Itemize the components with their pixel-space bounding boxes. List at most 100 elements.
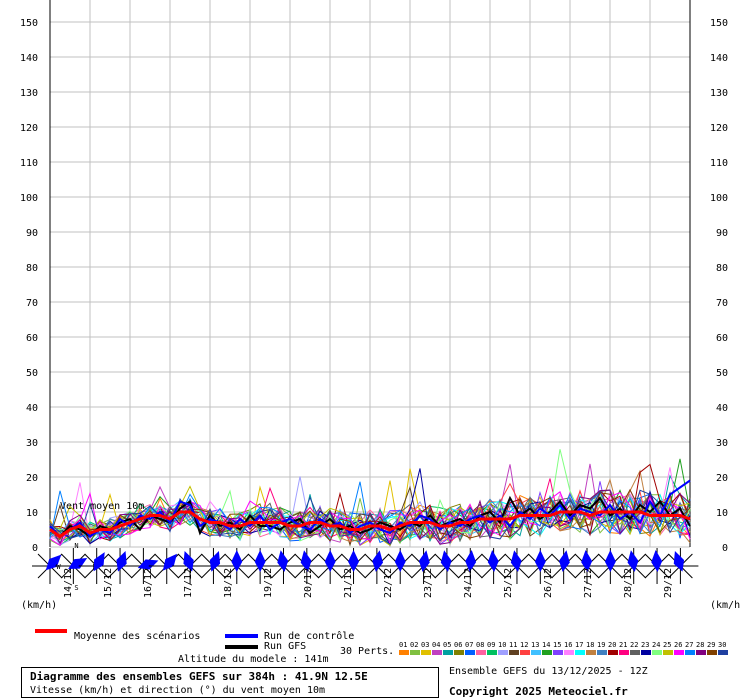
y-tick-label-left: 30 [26,438,38,449]
y-tick-label-left: 90 [26,228,38,239]
pert-id-10: 10 [498,641,506,649]
pert-id-09: 09 [487,641,495,649]
pert-swatch-14 [542,650,552,655]
wind-rose-19 [475,548,512,584]
wind-direction-arrow [45,554,62,571]
y-tick-label-left: 40 [26,403,38,414]
x-tick-label: 27/12 [583,568,594,598]
wind-rose-24 [592,548,629,584]
wind-direction-arrow [440,550,452,572]
pert-id-14: 14 [542,641,550,649]
wind-rose-27 [662,548,699,584]
wind-rose-16 [405,548,442,584]
wind-direction-arrow [162,553,178,571]
pert-id-07: 07 [465,641,473,649]
legend-gfs-swatch [225,645,258,649]
y-tick-label-right: 90 [716,228,728,239]
wind-rose-9 [242,548,279,584]
y-unit-right: (km/h) [710,600,740,611]
pert-swatch-02 [410,650,420,655]
x-tick-label: 16/12 [143,568,154,598]
pert-swatch-21 [619,650,629,655]
pert-swatch-29 [707,650,717,655]
y-tick-label-right: 10 [716,508,728,519]
wind-direction-arrow [510,550,522,572]
vent-moyen-label: Vent moyen 10m [60,501,144,512]
legend-control-swatch [225,634,258,638]
main-series [49,479,691,539]
wind-direction-arrow [627,550,639,572]
pert-swatch-11 [509,650,519,655]
chart-title-box: Diagramme des ensembles GEFS sur 384h : … [21,667,439,698]
pert-id-18: 18 [586,641,594,649]
y-tick-label-right: 120 [710,123,728,134]
pert-swatch-28 [696,650,706,655]
pert-id-24: 24 [652,641,660,649]
y-tick-label-right: 80 [716,263,728,274]
pert-id-19: 19 [597,641,605,649]
chart-grid [49,0,691,548]
wind-direction-arrow [487,550,499,572]
pert-id-29: 29 [707,641,715,649]
x-tick-label: 24/12 [463,568,474,598]
wind-direction-arrow [209,550,221,572]
x-tick-label: 14/12 [63,568,74,598]
pert-id-05: 05 [443,641,451,649]
pert-id-03: 03 [421,641,429,649]
wind-direction-arrow [651,550,663,572]
wind-direction-arrow [465,550,477,572]
pert-id-20: 20 [608,641,616,649]
pert-swatch-23 [641,650,651,655]
y-tick-label-left: 70 [26,298,38,309]
chart-title: Diagramme des ensembles GEFS sur 384h : … [30,670,368,683]
mean-line [49,510,691,539]
pert-swatch-24 [652,650,662,655]
wind-direction-arrow [93,552,105,572]
x-tick-label: 20/12 [303,568,314,598]
compass-s-label: S [74,584,78,592]
x-tick-label: 17/12 [183,568,194,598]
y-tick-label-right: 0 [722,543,728,554]
wind-rose-11 [288,548,325,584]
x-tick-label: 29/12 [663,568,674,598]
y-tick-label-right: 110 [710,158,728,169]
y-tick-label-right: 30 [716,438,728,449]
pert-id-13: 13 [531,641,539,649]
pert-id-25: 25 [663,641,671,649]
wind-rose-1: NSEW [55,542,97,592]
wind-direction-arrow [183,550,194,572]
wind-direction-arrow [673,550,685,572]
legend-gfs-label: Run GFS [264,641,307,652]
y-tick-label-left: 10 [26,508,38,519]
x-tick-label: 15/12 [103,568,114,598]
y-tick-label-left: 140 [20,53,38,64]
pert-swatch-16 [564,650,574,655]
pert-swatch-07 [465,650,475,655]
pert-swatch-04 [432,650,442,655]
wind-direction-arrow [559,550,570,572]
copyright: Copyright 2025 Meteociel.fr [449,685,628,698]
pert-swatch-25 [663,650,673,655]
legend-perts-label: 30 Perts. [340,646,395,657]
x-tick-label: 28/12 [623,568,634,598]
x-tick-label: 22/12 [383,568,394,598]
pert-swatch-15 [553,650,563,655]
pert-id-01: 01 [399,641,407,649]
perturbation-line-17 [49,493,691,542]
pert-swatch-10 [498,650,508,655]
y-tick-label-left: 150 [20,18,38,29]
wind-direction-arrow [418,550,430,572]
y-tick-label-left: 0 [32,543,38,554]
pert-id-06: 06 [454,641,462,649]
wind-rose-25 [615,548,652,584]
pert-id-28: 28 [696,641,704,649]
y-tick-label-left: 120 [20,123,38,134]
chart-subtitle: Vitesse (km/h) et direction (°) du vent … [30,685,326,696]
x-tick-label: 19/12 [263,568,274,598]
pert-swatch-18 [586,650,596,655]
pert-swatch-13 [531,650,541,655]
wind-direction-arrow [277,550,289,572]
x-tick-label: 25/12 [503,568,514,598]
pert-id-22: 22 [630,641,638,649]
wind-direction-arrow [534,550,546,572]
